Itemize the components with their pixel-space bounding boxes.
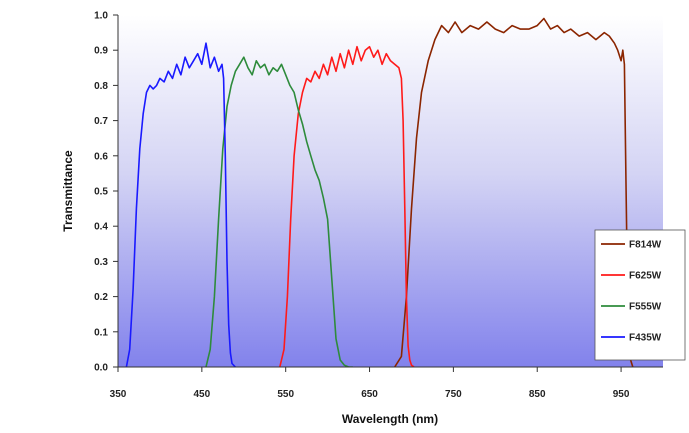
legend: F814W F625W F555W F435W bbox=[594, 229, 686, 361]
x-axis-ticks: 350 450 550 650 750 850 950 bbox=[110, 367, 630, 400]
x-tick-label: 550 bbox=[277, 389, 294, 400]
x-tick-label: 750 bbox=[445, 389, 462, 400]
x-tick-label: 450 bbox=[194, 389, 211, 400]
y-axis-ticks: 0.0 0.1 0.2 0.3 0.4 0.5 0.6 0.7 0.8 0.9 1.0 bbox=[94, 11, 118, 374]
y-tick-label: 0.4 bbox=[94, 222, 108, 233]
x-tick-label: 650 bbox=[361, 389, 378, 400]
series-line-f625w bbox=[279, 45, 415, 367]
y-tick-label: 0.6 bbox=[94, 151, 108, 162]
x-tick-label: 950 bbox=[613, 389, 630, 400]
y-tick-label: 0.3 bbox=[94, 257, 108, 268]
y-axis-title: Transmittance bbox=[61, 150, 75, 232]
series-line-f814w bbox=[394, 17, 634, 367]
y-tick-label: 0.7 bbox=[94, 116, 108, 127]
y-tick-label: 1.0 bbox=[94, 11, 108, 22]
y-tick-label: 0.1 bbox=[94, 327, 108, 338]
x-axis-title: Wavelength (nm) bbox=[342, 412, 438, 426]
series-line-f435w bbox=[125, 42, 236, 367]
legend-label: F625W bbox=[629, 271, 662, 282]
x-tick-label: 350 bbox=[110, 389, 127, 400]
y-tick-label: 0.2 bbox=[94, 292, 108, 303]
y-tick-label: 0.8 bbox=[94, 81, 108, 92]
legend-box bbox=[594, 229, 686, 361]
legend-label: F435W bbox=[629, 333, 662, 344]
x-tick-label: 850 bbox=[529, 389, 546, 400]
series-layer bbox=[125, 17, 634, 367]
y-tick-label: 0.0 bbox=[94, 363, 108, 374]
y-tick-label: 0.5 bbox=[94, 187, 108, 198]
legend-label: F555W bbox=[629, 302, 662, 313]
series-line-f555w bbox=[205, 56, 353, 367]
legend-label: F814W bbox=[629, 240, 662, 251]
y-tick-label: 0.9 bbox=[94, 46, 108, 57]
plot-area bbox=[118, 15, 663, 367]
